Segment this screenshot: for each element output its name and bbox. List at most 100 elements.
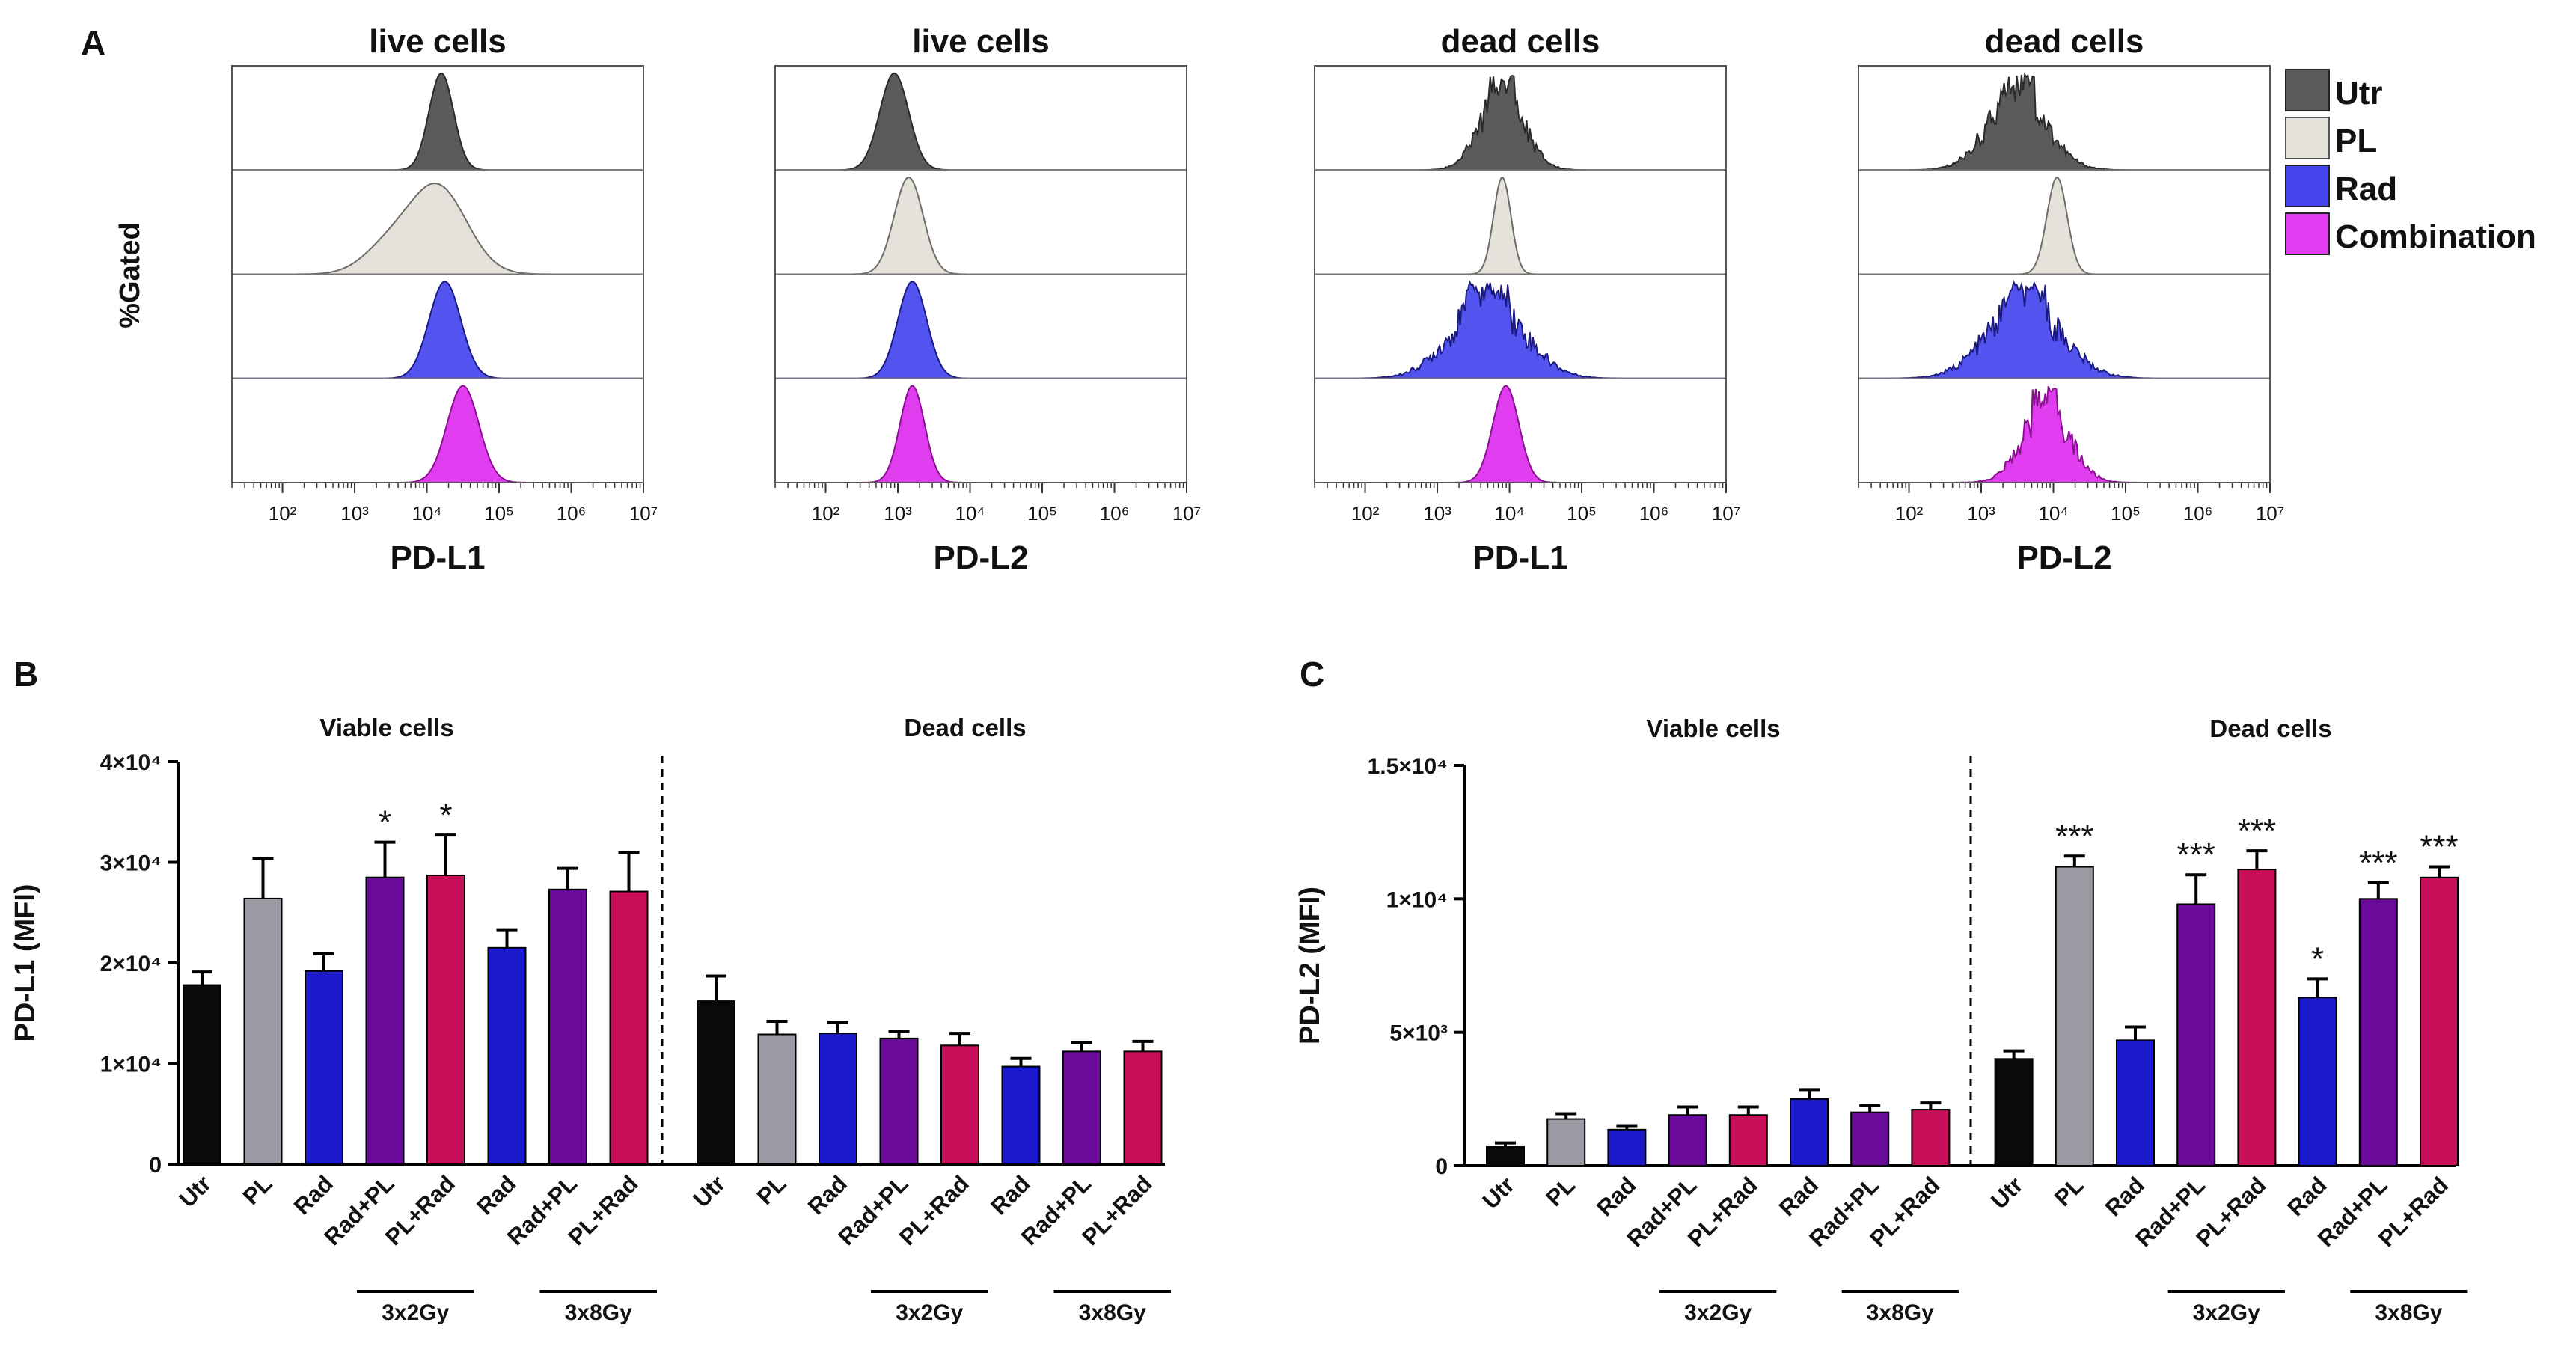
- x-tick-label: 10⁴: [1494, 502, 1524, 524]
- histogram-frame: [1314, 65, 1727, 483]
- significance-label: *: [439, 797, 452, 833]
- category-label: Rad: [471, 1170, 521, 1220]
- x-tick-label: 10⁶: [557, 502, 587, 524]
- bar: [2420, 876, 2459, 1167]
- legend-label-pl: PL: [2335, 123, 2377, 159]
- category-label: Rad: [2100, 1172, 2150, 1221]
- bar: [243, 897, 283, 1166]
- bar: [940, 1044, 979, 1166]
- section-title: Viable cells: [319, 714, 453, 741]
- x-tick-label: 10⁵: [1567, 502, 1597, 524]
- section-title: Dead cells: [904, 714, 1026, 741]
- x-tick-label: 10⁴: [412, 502, 441, 524]
- x-tick-label: 10³: [884, 502, 912, 524]
- panel-letter-c: C: [1300, 655, 1324, 694]
- section-title: Dead cells: [2209, 715, 2331, 742]
- y-axis-label: PD-L1 (MFI): [10, 884, 41, 1041]
- histogram-curve-row-3: [231, 281, 644, 379]
- histogram-curve-row-2: [232, 183, 643, 275]
- bar: [1668, 1114, 1707, 1166]
- bar-chart-pd-l2: 0 5×10³ 1×10⁴ 1.5×10⁴ PD-L2 (MFI) Viable cell…: [1294, 715, 2468, 1325]
- x-tick-label: 10⁶: [1100, 502, 1130, 524]
- legend-swatch-pl: [2285, 117, 2330, 159]
- y-tick-label: 3×10⁴: [100, 851, 162, 876]
- significance-label: ***: [2420, 829, 2458, 866]
- bar: [2116, 1039, 2155, 1167]
- bar: [1001, 1065, 1041, 1166]
- category-label: Rad: [803, 1170, 852, 1220]
- section-title: Viable cells: [1646, 715, 1780, 742]
- y-tick-label: 1×10⁴: [1386, 887, 1448, 912]
- category-label: Rad: [985, 1170, 1035, 1220]
- bar: [487, 946, 527, 1165]
- x-tick-label: 10⁵: [484, 502, 514, 524]
- category-label: Rad: [2282, 1172, 2331, 1221]
- bar: [879, 1037, 919, 1165]
- y-tick-label: 2×10⁴: [100, 952, 162, 976]
- bar: [697, 1000, 735, 1165]
- bar: [1123, 1050, 1163, 1165]
- legend-swatch-combination: [2285, 212, 2330, 255]
- bar: [2237, 869, 2277, 1166]
- significance-label: ***: [2238, 813, 2276, 849]
- bar: [1607, 1128, 1647, 1166]
- x-tick-label: 10³: [1967, 502, 1995, 524]
- bar: [819, 1033, 857, 1166]
- category-label: Utr: [174, 1170, 216, 1212]
- histogram-title: dead cells: [1441, 23, 1600, 60]
- x-tick-label: 10⁷: [2256, 502, 2284, 524]
- dose-group-label: 3x8Gy: [565, 1300, 632, 1325]
- histogram-curve-row-1: [1314, 75, 1727, 171]
- significance-label: *: [379, 804, 391, 841]
- dose-group-label: 3x8Gy: [1867, 1300, 1934, 1325]
- panel-letter-a: A: [81, 23, 105, 62]
- significance-label: ***: [2359, 845, 2397, 881]
- histogram-curve-row-3: [1314, 279, 1727, 379]
- histogram-curve-row-2: [775, 177, 1187, 275]
- legend-label-rad: Rad: [2335, 171, 2397, 207]
- category-label: PL: [1541, 1172, 1580, 1211]
- histogram-curve-row-1: [774, 72, 1187, 171]
- category-label: Rad: [1774, 1172, 1823, 1221]
- histogram-curve-row-1: [231, 72, 644, 171]
- bar: [2298, 997, 2337, 1167]
- x-tick-label: 10⁴: [2038, 502, 2068, 524]
- category-label: PL: [2049, 1172, 2089, 1211]
- histogram-curve-row-4: [1315, 385, 1726, 483]
- histogram-panel-2: 10² 10³ 10⁴ 10⁵ 10⁶ 10⁷ live cells PD-L2: [774, 23, 1201, 576]
- bar: [183, 984, 221, 1165]
- legend-label-utr: Utr: [2335, 75, 2383, 111]
- bar: [1062, 1050, 1101, 1165]
- y-tick-label: 1.5×10⁴: [1368, 754, 1448, 779]
- x-tick-label: 10²: [812, 502, 840, 524]
- histogram-curve-row-2: [1315, 177, 1726, 275]
- dose-group-label: 3x2Gy: [896, 1300, 963, 1325]
- bar: [1546, 1118, 1586, 1167]
- x-tick-label: 10⁴: [955, 502, 985, 524]
- histogram-title: live cells: [912, 23, 1049, 60]
- bar: [1911, 1109, 1951, 1166]
- significance-label: *: [2311, 940, 2324, 977]
- dose-group-label: 3x2Gy: [2193, 1300, 2260, 1325]
- histogram-curve-row-4: [1858, 385, 2270, 483]
- legend-label-combination: Combination: [2335, 218, 2536, 255]
- category-label: Utr: [1478, 1172, 1520, 1214]
- histogram-curve-row-3: [1858, 279, 2271, 379]
- bar: [2055, 866, 2094, 1166]
- significance-label: ***: [2055, 818, 2093, 854]
- y-tick-label: 0: [149, 1153, 162, 1178]
- legend-swatch-utr: [2285, 69, 2330, 111]
- x-tick-label: 10³: [340, 502, 369, 524]
- y-axis-label: PD-L2 (MFI): [1294, 887, 1326, 1044]
- x-tick-label: 10²: [1895, 502, 1924, 524]
- bar: [1994, 1058, 2034, 1167]
- histogram-x-label: PD-L1: [390, 539, 485, 576]
- x-tick-label: 10⁶: [1639, 502, 1669, 524]
- category-label: Rad: [289, 1170, 338, 1220]
- bar: [426, 874, 465, 1165]
- x-tick-label: 10⁵: [2111, 502, 2141, 524]
- histogram-y-label: %Gated: [114, 222, 146, 328]
- bar: [1850, 1111, 1890, 1166]
- y-tick-label: 1×10⁴: [100, 1053, 162, 1077]
- bar: [548, 888, 587, 1165]
